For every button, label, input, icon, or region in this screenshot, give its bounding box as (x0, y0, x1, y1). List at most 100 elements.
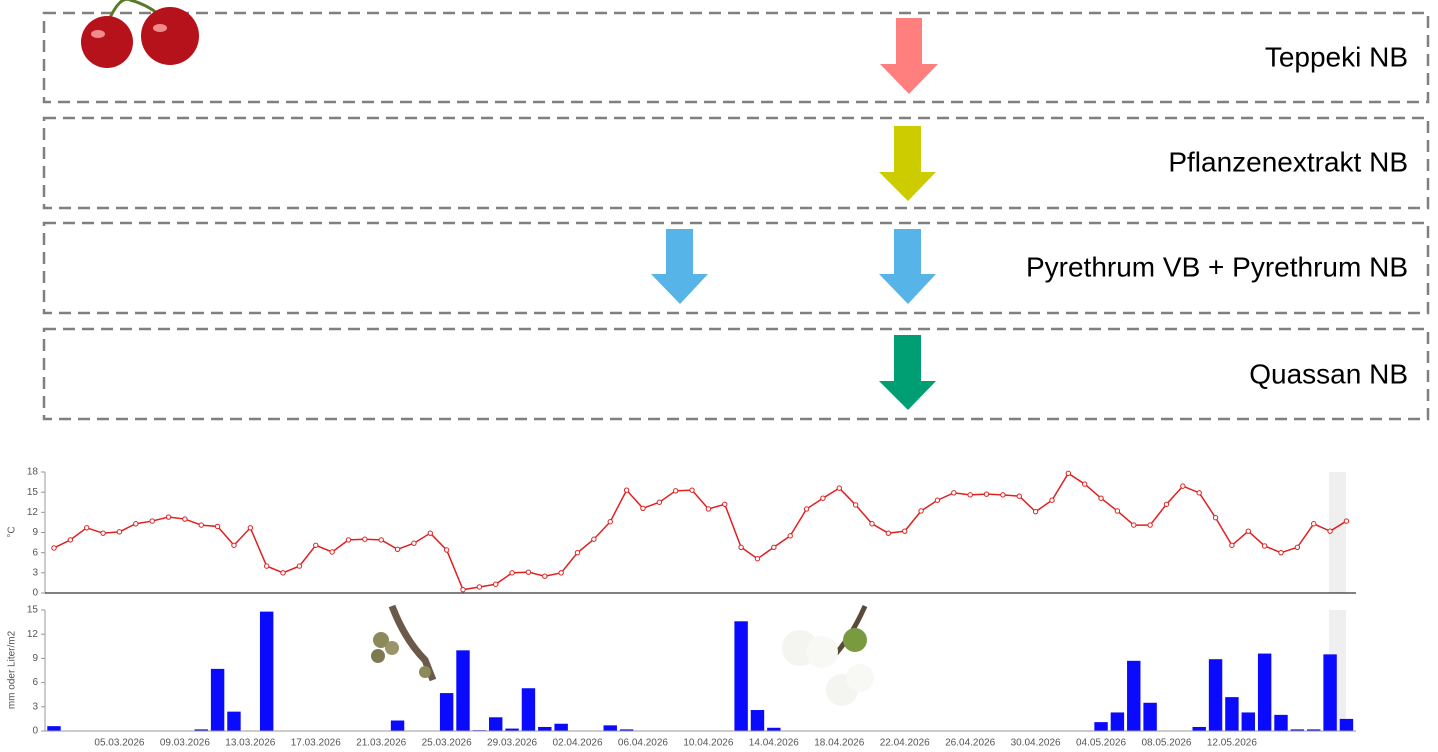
temperature-point (902, 528, 908, 534)
x-tick-label: 29.03.2026 (487, 738, 537, 747)
temperature-point (542, 573, 548, 579)
temperature-point (182, 516, 188, 522)
temperature-point (869, 521, 875, 527)
temperature-point (378, 537, 384, 543)
y-tick-label: 0 (32, 588, 38, 599)
precipitation-bar (1323, 654, 1337, 731)
precipitation-bar (505, 728, 519, 731)
x-tick-label: 26.04.2026 (945, 738, 995, 747)
x-tick-label: 25.03.2026 (422, 738, 472, 747)
temperature-point (1245, 528, 1251, 534)
temperature-point (100, 530, 106, 536)
temperature-point (689, 487, 695, 493)
arrow (880, 18, 938, 94)
precipitation-bar (1241, 712, 1255, 731)
precipitation-bar (489, 717, 503, 731)
precipitation-bar (1094, 722, 1108, 731)
temperature-point (967, 492, 973, 498)
temperature-point (1000, 492, 1006, 498)
temperature-point (214, 523, 221, 530)
precipitation-bar (390, 720, 405, 731)
row-label: Pflanzenextrakt NB (1168, 146, 1408, 177)
temperature-point (1278, 549, 1284, 556)
y-tick-label: 9 (32, 653, 38, 664)
temperature-point (296, 563, 303, 569)
row-box (42, 327, 1430, 421)
temperature-point (656, 499, 663, 505)
precipitation-bar (1208, 659, 1223, 731)
temperature-point (476, 584, 483, 590)
temperature-point (787, 533, 793, 539)
temperature-point (280, 570, 286, 576)
y-tick-label: 15 (27, 487, 39, 498)
temperature-point (67, 537, 74, 543)
precipitation-bar (554, 723, 568, 731)
temperature-point (1180, 483, 1186, 489)
temperature-point (934, 497, 941, 503)
temperature-point (885, 530, 892, 536)
temperature-point (1081, 481, 1088, 487)
blossom-picture (782, 604, 874, 706)
precipitation-bar (603, 725, 617, 731)
x-tick-label: 14.04.2026 (749, 738, 799, 747)
x-tick-label: 22.04.2026 (880, 738, 930, 747)
temperature-point (313, 542, 319, 548)
x-tick-label: 18.04.2026 (814, 738, 864, 747)
precipitation-bar (1307, 729, 1321, 731)
temperature-point (1163, 501, 1170, 507)
temperature-point (738, 544, 744, 550)
x-tick-label: 09.03.2026 (160, 738, 210, 747)
temperature-point (574, 549, 581, 556)
temperature-point (558, 570, 564, 576)
precipitation-bar (1127, 660, 1141, 731)
precipitation-bar (521, 688, 536, 731)
y-tick-label: 3 (32, 567, 38, 578)
temperature-point (1016, 493, 1022, 499)
row-label: Quassan NB (1249, 358, 1408, 389)
temperature-point (84, 525, 90, 531)
precipitation-bar (619, 729, 634, 731)
y-tick-label: 12 (27, 507, 39, 518)
row-label: Pyrethrum VB + Pyrethrum NB (1026, 251, 1408, 282)
temperature-point (1294, 544, 1301, 550)
temperature-point (623, 487, 630, 493)
arrow (879, 229, 936, 304)
temperature-point (983, 491, 990, 497)
x-tick-label: 17.03.2026 (291, 738, 341, 747)
precipitation-bar (1143, 702, 1157, 731)
temperature-point (771, 544, 777, 550)
temperature-point (705, 506, 712, 512)
temperature-point (263, 563, 270, 569)
bud-picture (371, 604, 437, 682)
precipitation-bar (456, 650, 470, 731)
temperature-line (53, 472, 1347, 591)
temperature-point (1343, 518, 1350, 524)
row-box (42, 221, 1430, 315)
temperature-point (754, 556, 761, 562)
row-label: Teppeki NB (1265, 41, 1408, 72)
temperature-point (1114, 508, 1121, 514)
x-tick-label: 21.03.2026 (356, 738, 406, 747)
temperature-point (918, 508, 924, 514)
precipitation-bar (210, 668, 225, 731)
y-tick-label: 6 (32, 677, 38, 688)
y-tick-label: 9 (32, 527, 38, 538)
precipitation-bar (1192, 726, 1206, 731)
precipitation-bar (1339, 718, 1354, 731)
temperature-point (591, 536, 597, 542)
precipitation-bar (750, 710, 765, 731)
temperature-point (820, 495, 826, 501)
row-box (42, 116, 1430, 210)
temperature-point (460, 586, 466, 593)
x-tick-label: 05.03.2026 (94, 738, 144, 747)
temperature-point (394, 546, 401, 553)
precipitation-bar (194, 729, 208, 731)
temperature-point (198, 522, 204, 528)
temperature-point (640, 505, 646, 511)
temperature-point (1311, 521, 1317, 527)
temperature-point (149, 518, 155, 524)
x-tick-label: 02.04.2026 (552, 738, 602, 747)
precipitation-bar (1290, 729, 1305, 731)
temperature-point (51, 545, 57, 551)
